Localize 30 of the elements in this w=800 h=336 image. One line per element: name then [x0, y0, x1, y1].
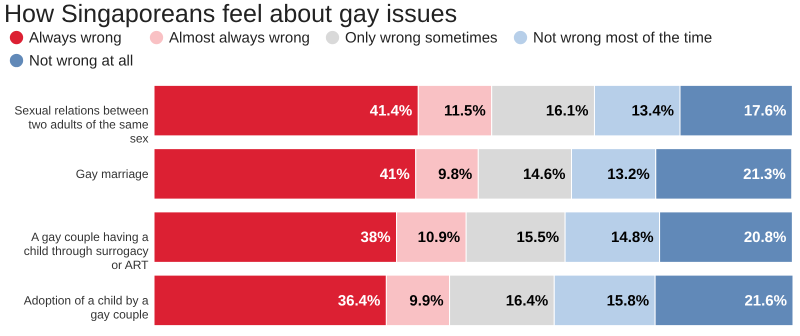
data-label: 17.6% — [744, 102, 786, 120]
data-label: 10.9% — [418, 229, 460, 246]
legend-label: Not wrong at all — [29, 52, 134, 70]
y-tick-label: Sexual relations between two adults of the same sex — [14, 104, 149, 146]
data-label: 13.2% — [607, 166, 650, 183]
data-label: 41% — [380, 166, 410, 183]
legend-label: Not wrong most of the time — [533, 30, 712, 47]
legend-label: Always wrong — [29, 30, 122, 47]
data-label: 36.4% — [338, 292, 380, 310]
data-label: 14.8% — [611, 229, 654, 246]
data-label: 14.6% — [522, 166, 566, 183]
data-label: 13.4% — [631, 102, 674, 120]
y-tick-label: Adoption of a child by a gay couple — [24, 293, 149, 322]
data-label: 15.5% — [516, 229, 560, 246]
chart-title: How Singaporeans feel about gay issues — [4, 0, 458, 28]
data-label: 9.8% — [438, 166, 472, 183]
y-tick-label: Gay marriage — [76, 166, 149, 181]
data-label: 11.5% — [444, 102, 486, 120]
legend-label: Only wrong sometimes — [345, 30, 498, 47]
data-label: 41.4% — [370, 102, 412, 120]
y-tick-label: A gay couple having a child through surrogacy or ART — [24, 230, 150, 272]
data-label: 21.3% — [743, 166, 786, 183]
data-label: 9.9% — [409, 292, 444, 310]
data-label: 20.8% — [744, 229, 786, 246]
data-label: 15.8% — [606, 292, 650, 310]
data-label: 38% — [360, 229, 391, 246]
data-label: 16.1% — [546, 102, 588, 120]
data-label: 16.4% — [506, 292, 548, 310]
legend-label: Almost always wrong — [169, 30, 310, 47]
data-label: 21.6% — [744, 292, 787, 310]
